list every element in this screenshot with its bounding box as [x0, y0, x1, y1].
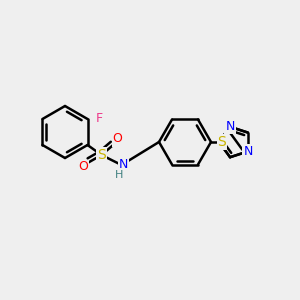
Text: N: N: [225, 120, 235, 133]
Text: O: O: [79, 160, 88, 173]
Text: S: S: [97, 148, 106, 162]
Text: F: F: [96, 112, 103, 125]
Text: N: N: [243, 145, 253, 158]
Text: H: H: [115, 170, 124, 180]
Text: N: N: [119, 158, 128, 172]
Text: S: S: [218, 135, 226, 149]
Text: O: O: [112, 133, 122, 146]
